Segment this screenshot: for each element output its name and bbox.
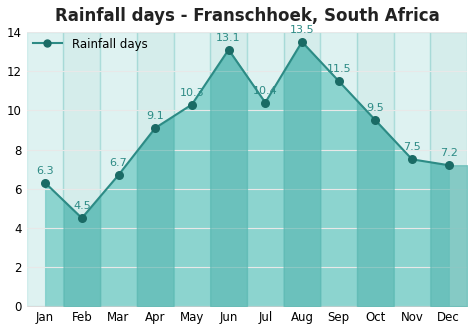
- Text: 9.1: 9.1: [146, 111, 164, 121]
- Bar: [283, 32, 320, 306]
- Point: [41, 180, 49, 185]
- Bar: [27, 32, 64, 306]
- Bar: [394, 32, 430, 306]
- Text: 6.7: 6.7: [109, 158, 128, 168]
- Bar: [210, 32, 247, 306]
- Text: 10.3: 10.3: [180, 88, 204, 98]
- Text: 11.5: 11.5: [326, 64, 351, 74]
- Text: 10.4: 10.4: [253, 86, 278, 96]
- Bar: [247, 32, 283, 306]
- Bar: [64, 32, 100, 306]
- Point: [372, 118, 379, 123]
- Legend: Rainfall days: Rainfall days: [33, 38, 147, 51]
- Bar: [430, 32, 467, 306]
- Text: 7.2: 7.2: [440, 148, 458, 158]
- Text: 6.3: 6.3: [36, 166, 54, 176]
- Point: [335, 78, 342, 84]
- Point: [188, 102, 196, 107]
- Bar: [173, 32, 210, 306]
- Text: 13.1: 13.1: [216, 33, 241, 43]
- Text: 7.5: 7.5: [403, 142, 421, 153]
- Text: 9.5: 9.5: [366, 103, 384, 113]
- Bar: [357, 32, 394, 306]
- Point: [151, 125, 159, 131]
- Point: [445, 163, 453, 168]
- Title: Rainfall days - Franschhoek, South Africa: Rainfall days - Franschhoek, South Afric…: [55, 7, 439, 25]
- Point: [262, 100, 269, 105]
- Point: [298, 39, 306, 44]
- Bar: [320, 32, 357, 306]
- Point: [408, 157, 416, 162]
- Bar: [137, 32, 173, 306]
- Bar: [100, 32, 137, 306]
- Point: [115, 172, 122, 178]
- Point: [78, 215, 86, 221]
- Point: [225, 47, 232, 52]
- Text: 13.5: 13.5: [290, 25, 314, 35]
- Text: 4.5: 4.5: [73, 201, 91, 211]
